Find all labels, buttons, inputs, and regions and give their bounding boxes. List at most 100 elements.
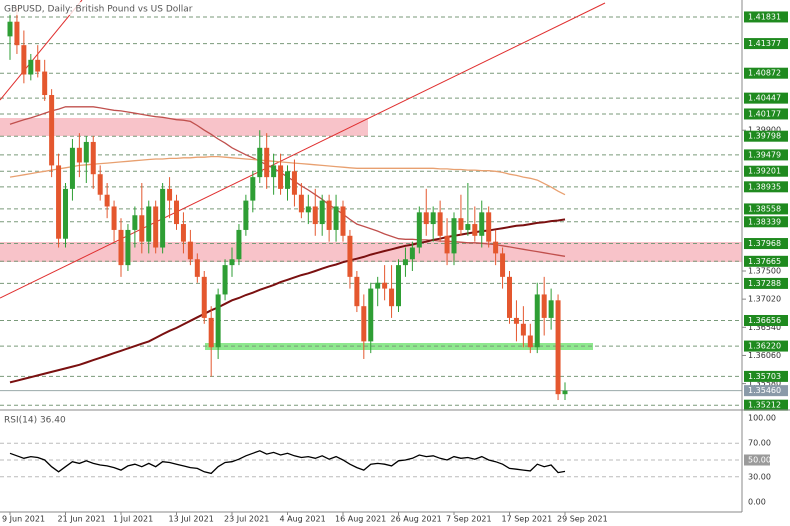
candle-body <box>264 147 270 178</box>
candle-body <box>541 294 547 318</box>
x-tick-label: 7 Sep 2021 <box>446 515 492 524</box>
candle-body <box>174 200 179 225</box>
rsi-panel: 100.00 70.00 50.00 30.00 0.00 <box>0 414 776 507</box>
candle-body <box>250 177 256 201</box>
candle-body <box>458 218 464 230</box>
candle-body <box>326 200 332 230</box>
level-label-bg <box>744 181 788 193</box>
candle-body <box>118 229 124 266</box>
title-bg <box>2 2 204 15</box>
candle-body <box>354 276 360 307</box>
candle-body <box>402 259 408 266</box>
candle-body <box>389 288 395 307</box>
level-label-bg <box>744 370 788 382</box>
candle-body <box>444 235 450 254</box>
candle-body <box>21 45 27 75</box>
trendline <box>0 0 83 101</box>
trendlines <box>0 0 606 299</box>
level-label: 1.37288 <box>748 279 781 288</box>
candle-body <box>139 215 145 242</box>
candle-body <box>69 147 75 189</box>
candle-body <box>396 265 401 307</box>
candle-body <box>486 212 492 242</box>
candle-body <box>146 206 152 242</box>
candle-body <box>285 171 290 189</box>
candle-body <box>83 141 89 163</box>
level-label: 1.37665 <box>748 257 781 266</box>
level-label: 1.35703 <box>748 372 781 381</box>
level-label: 1.39798 <box>748 132 781 141</box>
grid <box>0 16 742 406</box>
level-label: 1.36220 <box>748 342 781 351</box>
rsi-tick-label: 70.00 <box>748 439 771 448</box>
candle-body <box>562 390 568 395</box>
candle-body <box>298 194 304 213</box>
candle-body <box>35 59 41 72</box>
x-tick-label: 29 Sep 2021 <box>557 515 608 524</box>
candle-body <box>257 147 263 178</box>
x-tick-label: 4 Aug 2021 <box>280 515 326 524</box>
level-label-bg <box>744 92 788 104</box>
level-label: 1.40447 <box>748 94 781 103</box>
level-label: 1.37968 <box>748 239 781 248</box>
candle-body <box>278 165 284 189</box>
candles <box>7 7 568 401</box>
candle-body <box>472 224 478 236</box>
resistance-zone <box>0 242 742 262</box>
candle-body <box>236 229 242 260</box>
candle-body <box>14 21 20 46</box>
x-tick-label: 17 Sep 2021 <box>502 515 553 524</box>
resistance-zone <box>0 118 368 136</box>
rsi-level-bg <box>744 454 770 466</box>
candle-body <box>340 206 346 236</box>
candle-body <box>312 206 318 225</box>
level-label-bg <box>744 277 788 289</box>
candle-body <box>479 212 485 236</box>
rsi-tick-label: 50.00 <box>748 456 771 465</box>
y-tick-label: 1.36540 <box>748 323 781 332</box>
candle-body <box>465 224 471 230</box>
y-tick-label: 1.39900 <box>748 126 781 135</box>
level-label-bg <box>744 340 788 352</box>
candle-body <box>520 323 526 336</box>
candle-body <box>423 212 429 225</box>
candle-body <box>42 71 48 96</box>
level-label-bg <box>744 255 788 267</box>
level-label-bg <box>744 67 788 79</box>
level-label-bg <box>744 314 788 326</box>
x-tick-label: 13 Jul 2021 <box>169 515 214 524</box>
rsi-tick-label: 30.00 <box>748 472 771 481</box>
level-label: 1.41377 <box>748 39 781 48</box>
level-label: 1.36656 <box>748 316 781 325</box>
axes: 1.39900 1.37500 1.37020 1.36540 1.36060 1.355… <box>2 11 788 524</box>
level-label-bg <box>744 165 788 177</box>
level-label-bg <box>744 399 788 411</box>
y-tick-label: 1.35580 <box>748 379 781 388</box>
rsi-title: RSI(14) 36.40 <box>4 416 66 426</box>
candle-body <box>97 174 103 195</box>
candle-body <box>375 282 381 289</box>
candle-body <box>153 206 159 248</box>
candle-body <box>430 212 436 225</box>
level-label-bg <box>744 108 788 120</box>
candle-body <box>167 188 173 201</box>
candle-body <box>28 59 34 75</box>
chart-title: GBPUSD, Daily: British Pound vs US Dolla… <box>4 5 193 15</box>
level-label: 1.38558 <box>748 204 781 213</box>
level-label-bg <box>744 38 788 50</box>
x-tick-label: 1 Jul 2021 <box>113 515 153 524</box>
y-tick-label: 1.36060 <box>748 351 781 360</box>
level-label-bg <box>744 149 788 161</box>
level-label-bg <box>744 203 788 215</box>
candle-body <box>208 317 214 348</box>
candle-body <box>56 165 62 239</box>
y-tick-label: 1.37020 <box>748 295 781 304</box>
candle-body <box>187 241 193 260</box>
candle-body <box>7 21 13 37</box>
candle-body <box>451 218 457 254</box>
rsi-line <box>9 450 566 475</box>
candle-body <box>90 141 96 175</box>
candle-body <box>513 317 519 324</box>
x-tick-label: 21 Jun 2021 <box>58 515 106 524</box>
